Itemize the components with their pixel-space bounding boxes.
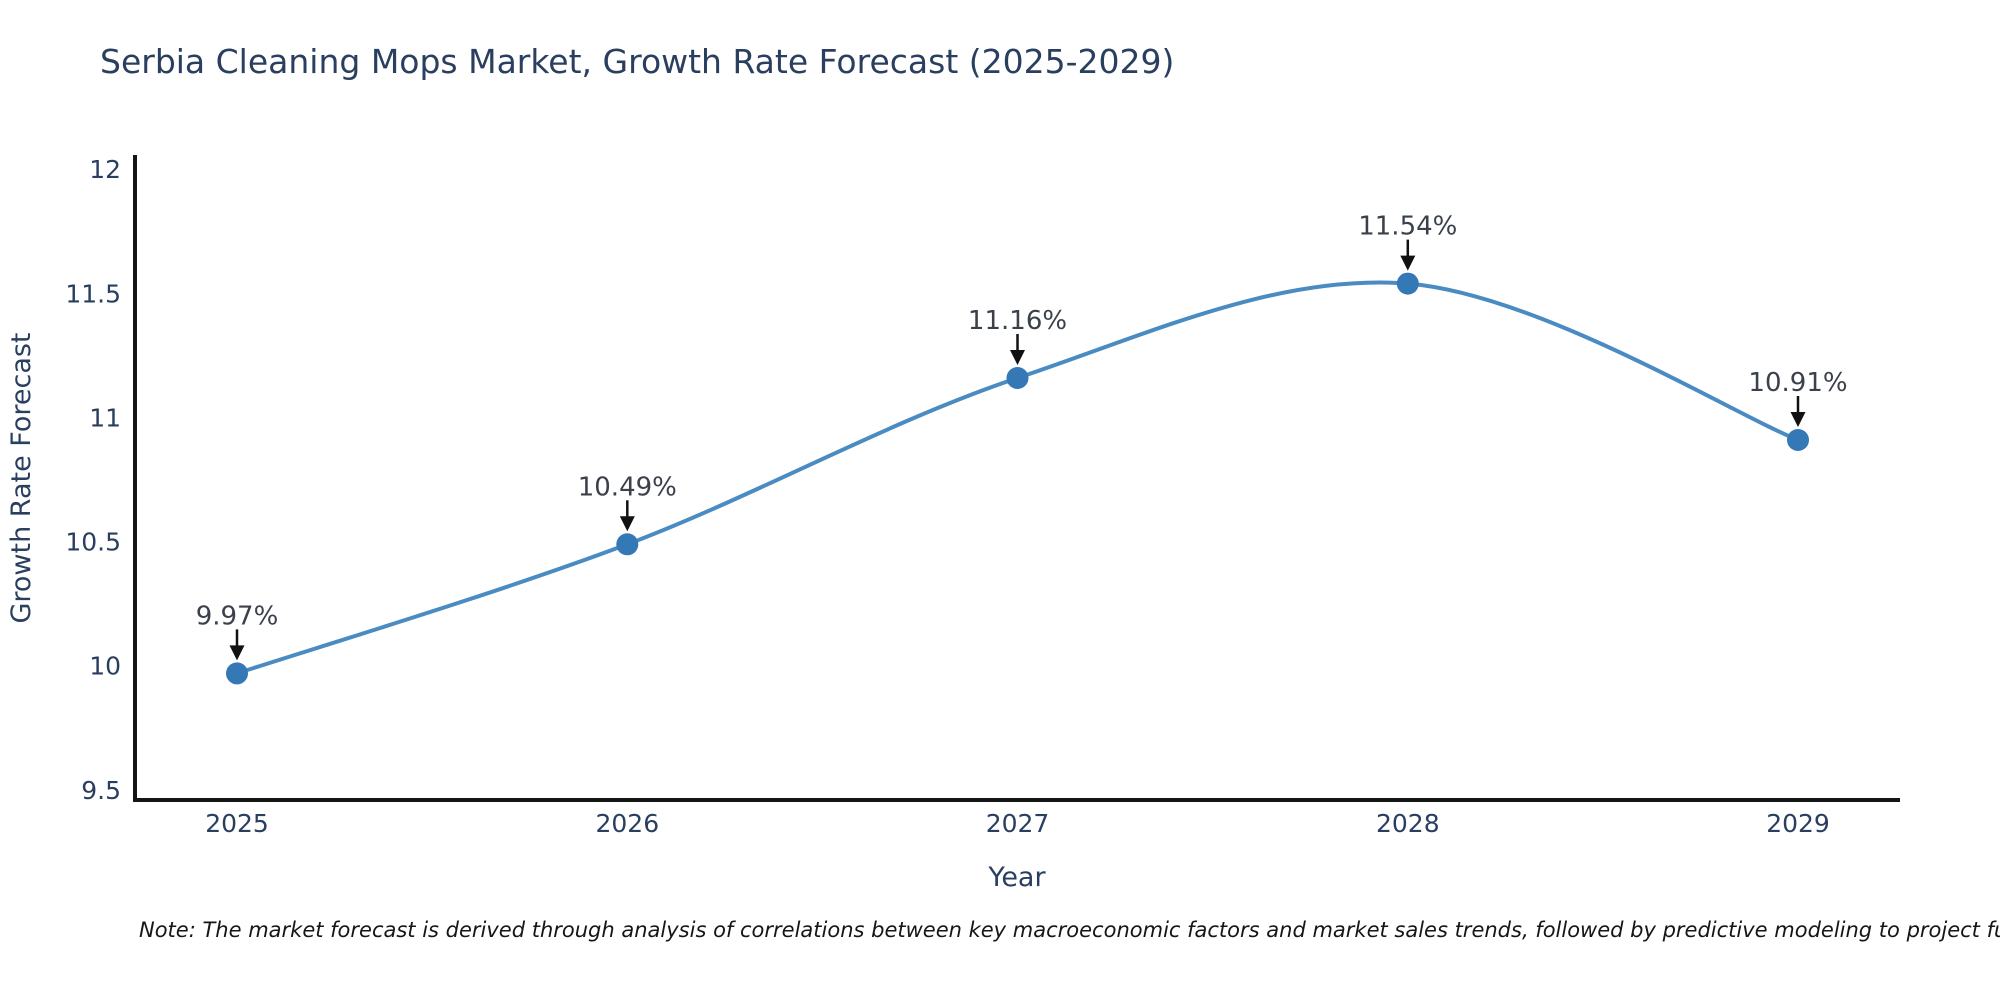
annotation-label: 10.49% xyxy=(578,472,677,502)
annotation-arrowhead xyxy=(229,645,245,661)
data-point-marker xyxy=(1787,429,1809,451)
annotation-label: 11.16% xyxy=(968,306,1067,336)
x-tick-label: 2025 xyxy=(205,809,269,838)
x-axis-title: Year xyxy=(987,862,1046,893)
x-tick-label: 2029 xyxy=(1766,809,1830,838)
annotation-arrowhead xyxy=(1010,350,1025,365)
annotation-layer: 9.97% 10.49% 11.16% 11.54% 10.91% xyxy=(196,212,1848,661)
x-tick-label: 2028 xyxy=(1376,809,1440,838)
y-axis-title: Growth Rate Forecast xyxy=(6,332,37,623)
y-tick-label: 11.5 xyxy=(65,279,121,308)
annotation-label: 10.91% xyxy=(1748,368,1847,398)
annotation-arrowhead xyxy=(1400,255,1416,271)
chart-footnote: Note: The market forecast is derived thr… xyxy=(139,918,2000,942)
y-tick-label: 10 xyxy=(89,652,121,681)
data-point-marker xyxy=(1396,272,1419,295)
x-tick-label: 2026 xyxy=(595,809,659,838)
y-tick-label: 10.5 xyxy=(65,528,121,557)
y-tick-label: 12 xyxy=(89,155,121,184)
chart-title: Serbia Cleaning Mops Market, Growth Rate… xyxy=(100,42,1175,81)
series-layer xyxy=(226,272,1809,685)
axes-layer: 9.5 10 10.5 11 11.5 12 2025 2026 2027 2028 2029 xyxy=(65,155,1900,838)
annotation-arrowhead xyxy=(1790,412,1806,427)
data-point-marker xyxy=(616,533,639,556)
y-tick-label: 9.5 xyxy=(81,776,121,805)
annotation-label: 9.97% xyxy=(196,602,279,632)
annotation-label: 11.54% xyxy=(1358,212,1457,242)
data-point-marker xyxy=(226,662,248,685)
x-tick-label: 2027 xyxy=(986,809,1050,838)
y-tick-label: 11 xyxy=(89,403,121,432)
data-point-marker xyxy=(1006,367,1029,389)
annotation-arrowhead xyxy=(619,516,635,532)
